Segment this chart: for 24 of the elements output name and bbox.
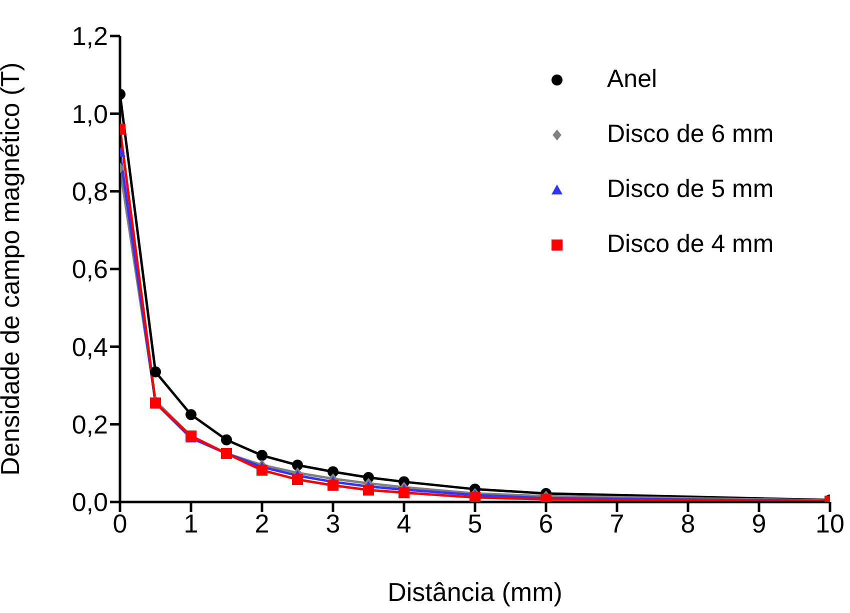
x-tick-label: 10 [816,508,844,538]
x-tick-label: 8 [680,508,696,538]
legend-label: Disco de 4 mm [607,230,774,259]
x-tick-label: 2 [254,508,270,538]
y-axis-title: Densidade de campo magnético (T) [0,62,26,476]
x-axis-title: Distância (mm) [388,577,562,607]
x-tick-label: 9 [752,508,766,538]
x-tick-label: 0 [112,508,128,538]
x-tick-label: 5 [468,508,482,538]
legend-label: Disco de 6 mm [607,120,774,149]
y-tick-label: 0,8 [72,176,108,207]
legend-label: Anel [607,65,658,94]
x-tick-label: 3 [326,508,340,538]
x-tick-label: 6 [538,508,554,538]
x-tick-label: 7 [610,508,624,538]
y-tick-label: 0,4 [72,332,108,362]
x-tick-label: 4 [396,508,412,538]
y-tick-label: 0,0 [72,487,108,518]
x-tick-label: 1 [184,508,198,538]
legend-label: Disco de 5 mm [607,175,774,204]
y-tick-label: 0,2 [72,410,108,440]
y-tick-label: 0,6 [72,254,108,284]
y-tick-label: 1,0 [72,98,108,129]
y-tick-label: 1,2 [72,21,108,52]
